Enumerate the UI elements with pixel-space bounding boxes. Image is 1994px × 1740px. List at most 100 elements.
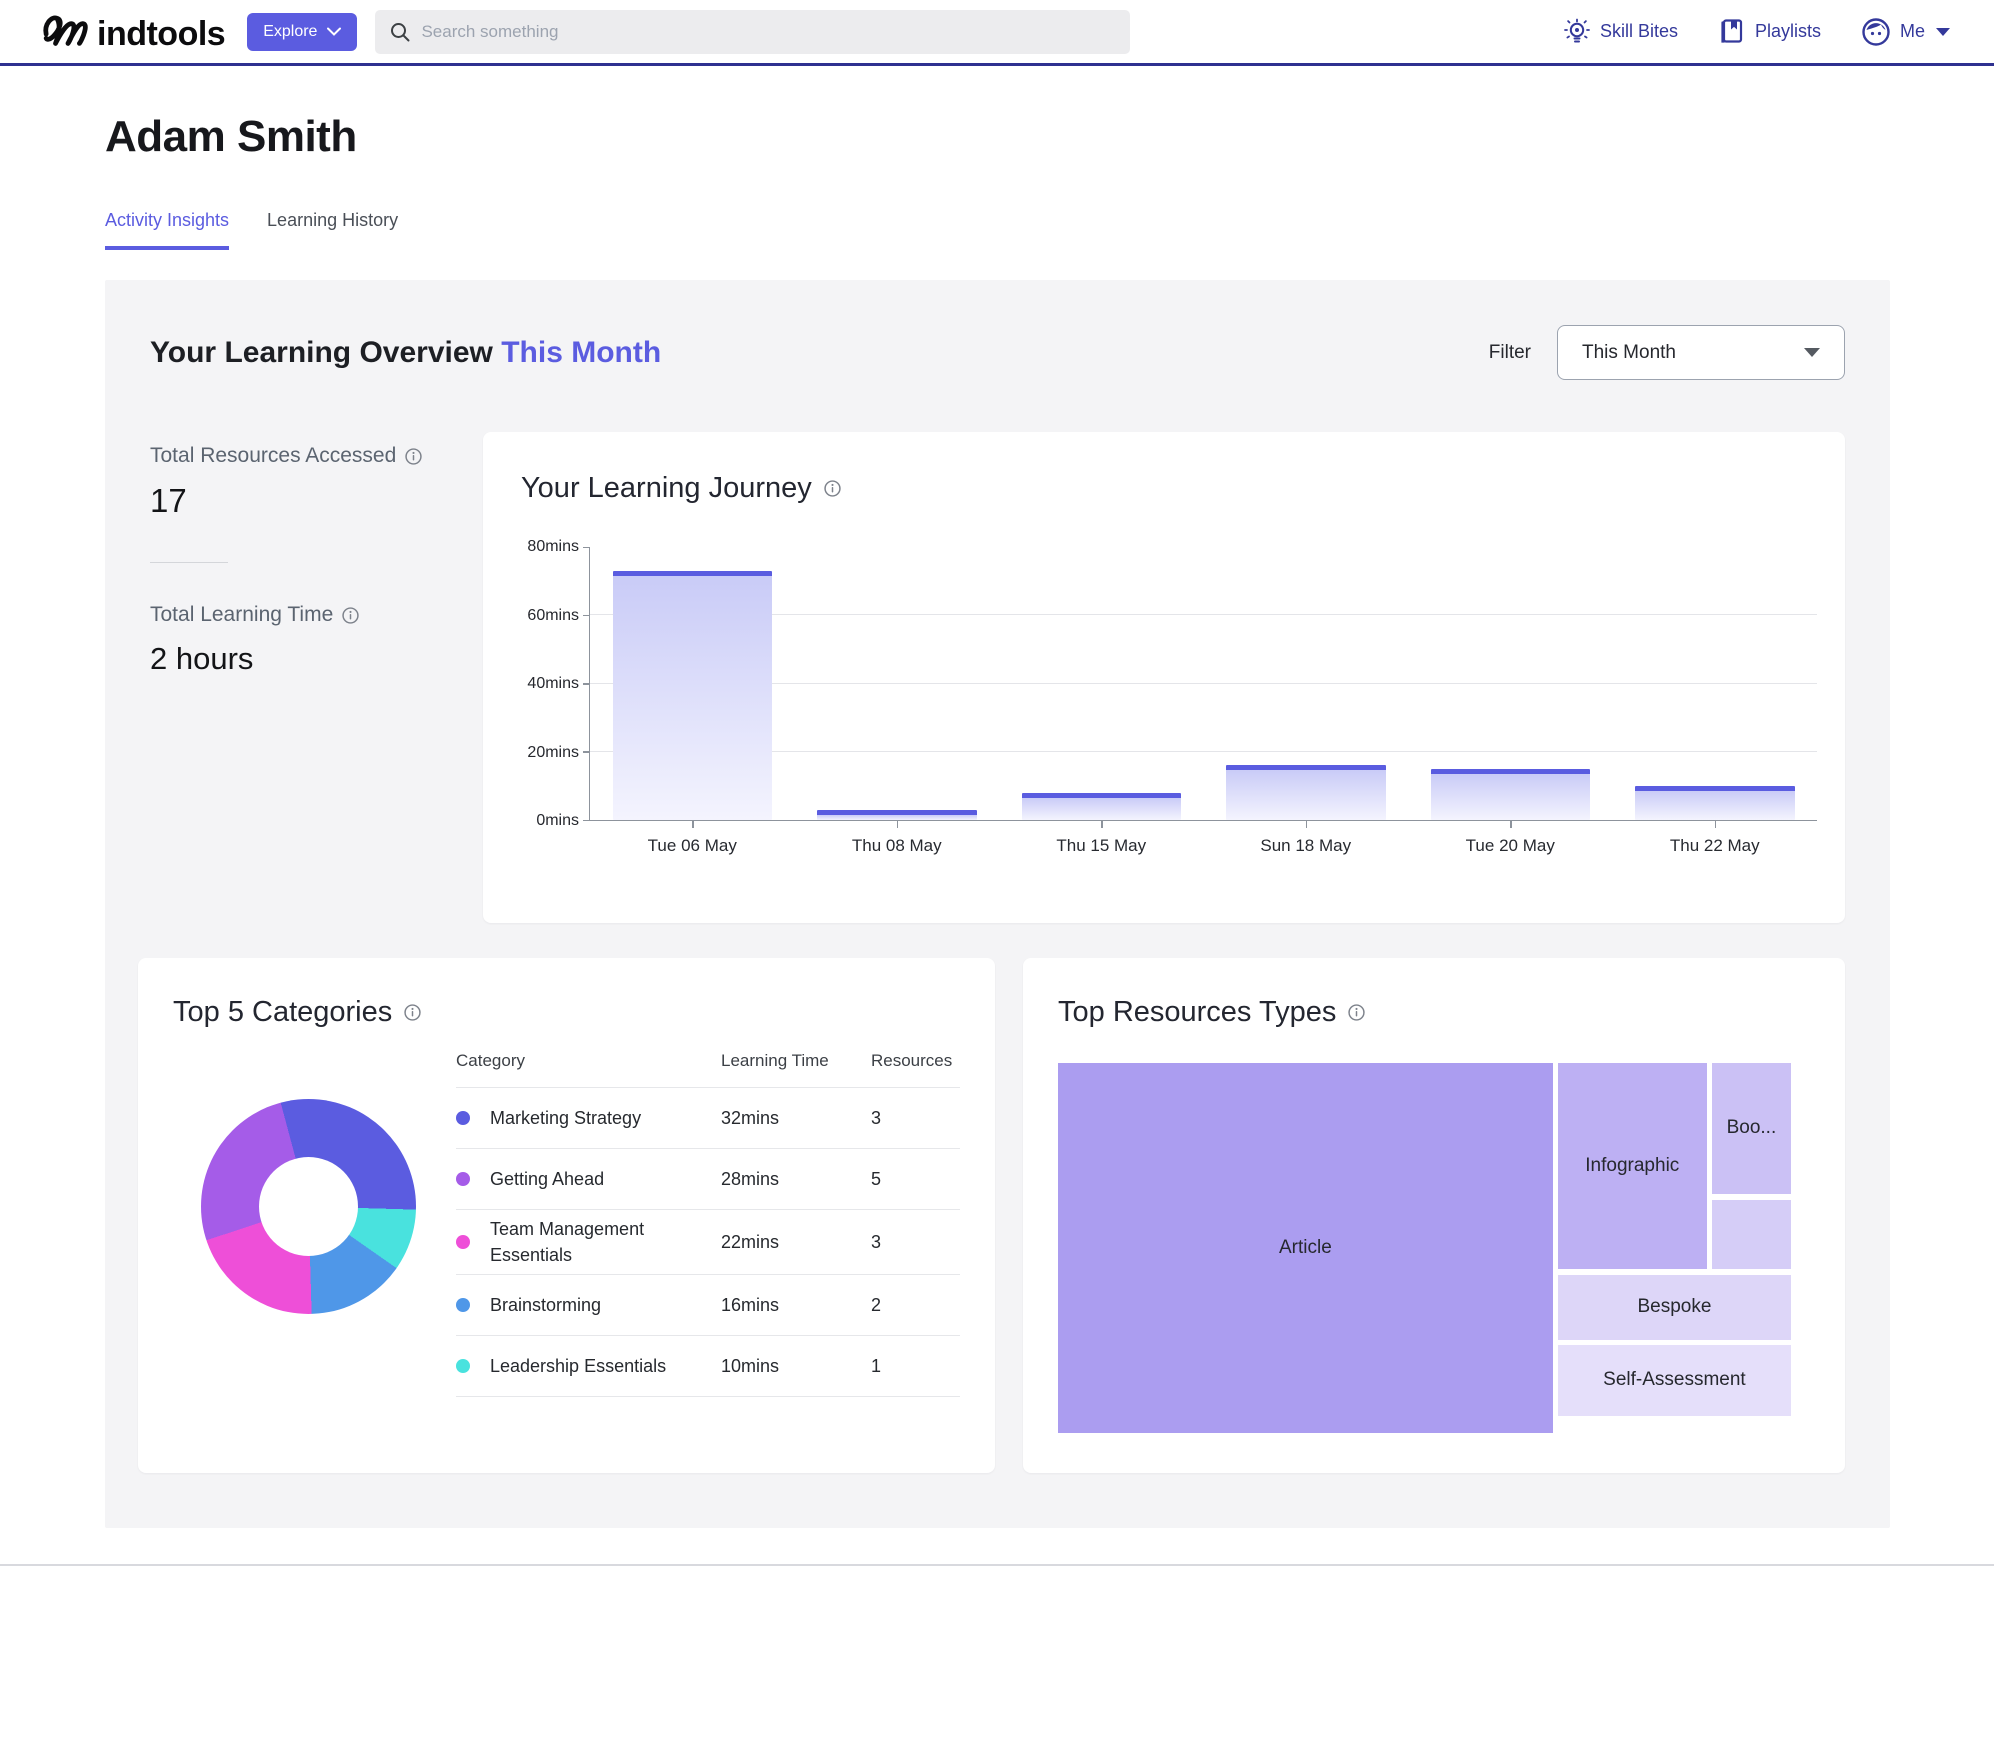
tab-learning-history[interactable]: Learning History	[267, 210, 399, 230]
learning-journey-title-text: Your Learning Journey	[521, 472, 812, 504]
resources-title: Top Resources Types	[1058, 996, 1810, 1029]
treemap-block-Article[interactable]: Article	[1058, 1063, 1553, 1433]
stat-time-value: 2 hours	[150, 641, 254, 676]
bar-slot: Thu 15 May	[999, 547, 1204, 855]
x-axis-label: Thu 08 May	[851, 836, 942, 855]
bar-Tue 06 May[interactable]	[612, 570, 772, 820]
overview-title-text: Your Learning Overview	[150, 335, 493, 369]
explore-button[interactable]: Explore	[247, 12, 358, 51]
nav-skill-bites[interactable]: Skill Bites	[1563, 17, 1678, 47]
category-color-dot	[456, 1298, 470, 1313]
y-axis-tick	[583, 683, 590, 685]
top5-table: Category Learning Time Resources Marketi…	[456, 1037, 960, 1398]
resources-count: 1	[871, 1355, 882, 1376]
bar-Thu 22 May[interactable]	[1635, 785, 1795, 820]
mindtools-logo[interactable]: indtools	[42, 11, 226, 53]
x-axis-tick	[692, 820, 694, 828]
bar-Thu 15 May[interactable]	[1021, 792, 1181, 820]
learning-time-value: 28mins	[721, 1168, 780, 1189]
treemap-block-Infographic[interactable]: Infographic	[1557, 1063, 1707, 1270]
table-row: Marketing Strategy 32mins 3	[456, 1087, 960, 1148]
bar-slot: Sun 18 May	[1204, 547, 1409, 855]
stat-resources-label: Total Resources Accessed	[150, 444, 448, 468]
bar-slot: Thu 22 May	[1613, 547, 1818, 855]
bar-chart-plot: Tue 06 May Thu 08 May Thu 15 May Sun 18 May…	[583, 546, 1818, 855]
resources-count: 3	[871, 1231, 882, 1252]
y-axis-label: 60mins	[527, 606, 579, 624]
mindtools-m-icon	[42, 11, 96, 53]
logo-text: indtools	[97, 14, 226, 53]
search-input[interactable]	[421, 21, 1117, 42]
header-nav: Skill Bites Playlists Me	[1563, 17, 1950, 47]
profile-tabs: Activity Insights Learning History	[105, 210, 1994, 250]
col-category: Category	[456, 1051, 525, 1070]
nav-me[interactable]: Me	[1861, 17, 1950, 47]
x-axis-label: Tue 06 May	[647, 836, 737, 855]
y-axis-tick	[583, 546, 590, 548]
y-axis-tick	[583, 751, 590, 753]
info-icon[interactable]	[342, 606, 359, 624]
y-axis-tick	[583, 819, 590, 821]
search-bar[interactable]	[375, 9, 1131, 54]
filter-dropdown-value: This Month	[1582, 341, 1676, 363]
table-row: Team Management Essentials 22mins 3	[456, 1209, 960, 1274]
bar-Thu 08 May[interactable]	[817, 809, 977, 820]
x-axis-tick	[1305, 820, 1308, 828]
learning-time-value: 22mins	[721, 1231, 780, 1252]
category-color-dot	[456, 1359, 470, 1374]
bar-Tue 20 May[interactable]	[1430, 768, 1590, 820]
explore-label: Explore	[263, 22, 318, 40]
info-icon[interactable]	[405, 447, 422, 465]
page-title: Adam Smith	[105, 112, 357, 161]
gridline	[590, 682, 1817, 684]
x-axis-tick	[1510, 820, 1512, 828]
stat-time-label-text: Total Learning Time	[150, 603, 334, 626]
bar-Sun 18 May[interactable]	[1226, 765, 1386, 820]
top-navigation-bar: indtools Explore	[0, 0, 1994, 66]
col-learning-time: Learning Time	[721, 1051, 829, 1070]
y-axis-label: 0mins	[536, 812, 579, 829]
learning-time-value: 10mins	[721, 1355, 780, 1376]
table-row: Leadership Essentials 10mins 1	[456, 1335, 960, 1396]
learning-time-value: 32mins	[721, 1107, 780, 1128]
treemap-block-Bespoke[interactable]: Bespoke	[1557, 1274, 1791, 1340]
resources-treemap: Article Infographic Boo... Bespoke Self-Asse…	[1058, 1063, 1791, 1433]
overview-title-highlight: This Month	[501, 335, 662, 369]
x-axis-tick	[896, 820, 899, 828]
me-dropdown-caret-icon[interactable]	[1936, 27, 1950, 36]
lightbulb-icon	[1563, 17, 1591, 47]
col-resources: Resources	[871, 1051, 953, 1070]
treemap-block-unlabeled[interactable]	[1711, 1199, 1791, 1270]
learning-journey-title: Your Learning Journey	[521, 472, 1817, 505]
category-cell: Brainstorming	[456, 1292, 721, 1318]
resources-count: 3	[871, 1107, 882, 1128]
x-axis-tick	[1714, 820, 1717, 828]
filter-label: Filter	[1488, 341, 1531, 363]
treemap-block-Boo...[interactable]: Boo...	[1711, 1063, 1791, 1194]
book-icon	[1718, 18, 1746, 46]
info-icon[interactable]	[824, 480, 841, 497]
nav-playlists-label: Playlists	[1754, 21, 1821, 41]
info-icon[interactable]	[404, 1004, 421, 1021]
table-row: Brainstorming 16mins 2	[456, 1274, 960, 1335]
top5-table-body: Marketing Strategy 32mins 3 Getting Ahead 28…	[456, 1087, 960, 1396]
filter-caret-icon	[1804, 348, 1820, 357]
tab-activity-insights[interactable]: Activity Insights	[105, 210, 230, 250]
resources-count: 5	[871, 1168, 882, 1189]
footer-divider	[0, 1564, 1994, 1566]
x-axis-tick	[1101, 820, 1103, 828]
y-axis-label: 80mins	[527, 538, 579, 555]
avatar-icon	[1861, 17, 1891, 47]
category-color-dot	[456, 1172, 470, 1186]
stat-resources-value: 17	[150, 482, 187, 519]
top5-title-text: Top 5 Categories	[173, 996, 393, 1028]
categories-donut-chart[interactable]	[201, 1099, 416, 1314]
bar-slot: Thu 08 May	[795, 547, 1000, 855]
footer-spacer	[0, 1528, 1994, 1564]
category-name: Getting Ahead	[490, 1168, 605, 1189]
nav-playlists[interactable]: Playlists	[1718, 18, 1821, 46]
info-icon[interactable]	[1348, 1004, 1366, 1021]
search-icon	[389, 21, 411, 43]
filter-dropdown[interactable]: This Month	[1557, 325, 1845, 380]
treemap-block-Self-Assessment[interactable]: Self-Assessment	[1557, 1345, 1791, 1416]
